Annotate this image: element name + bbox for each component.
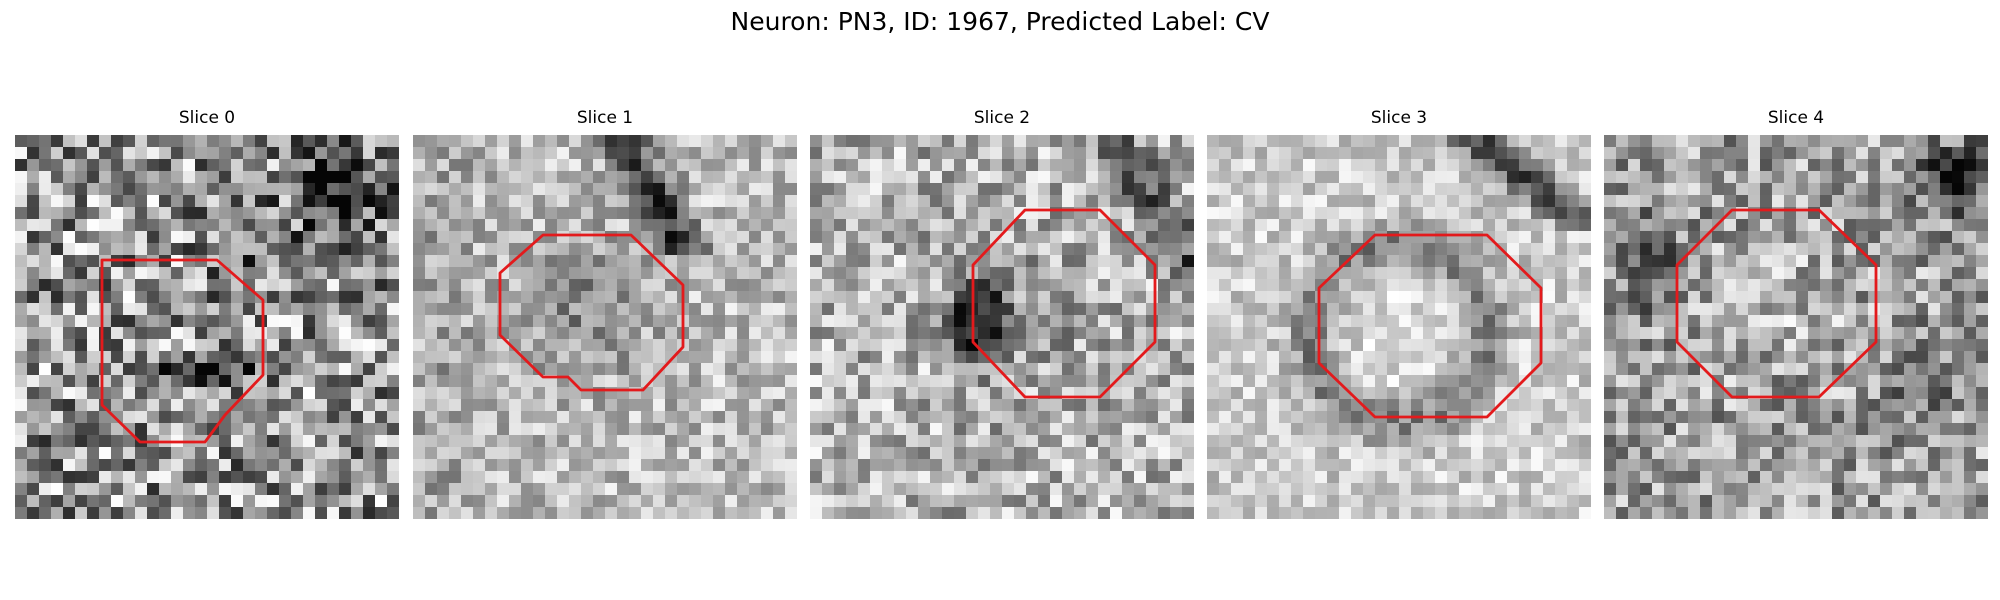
microscopy-image [15, 135, 399, 519]
slice-title: Slice 0 [178, 108, 236, 128]
roi-contour [1675, 208, 1878, 399]
roi-contour [498, 233, 685, 392]
microscopy-image [1207, 135, 1591, 519]
microscopy-image [810, 135, 1194, 519]
microscopy-image [1604, 135, 1988, 519]
slice-title: Slice 1 [576, 108, 634, 128]
slice-title: Slice 3 [1370, 108, 1428, 128]
slice-title: Slice 2 [973, 108, 1031, 128]
figure-title: Neuron: PN3, ID: 1967, Predicted Label: … [730, 7, 1270, 36]
roi-contour [100, 258, 265, 444]
roi-contour [1317, 233, 1543, 419]
roi-contour [971, 208, 1157, 399]
microscopy-image [413, 135, 797, 519]
slice-title: Slice 4 [1767, 108, 1825, 128]
